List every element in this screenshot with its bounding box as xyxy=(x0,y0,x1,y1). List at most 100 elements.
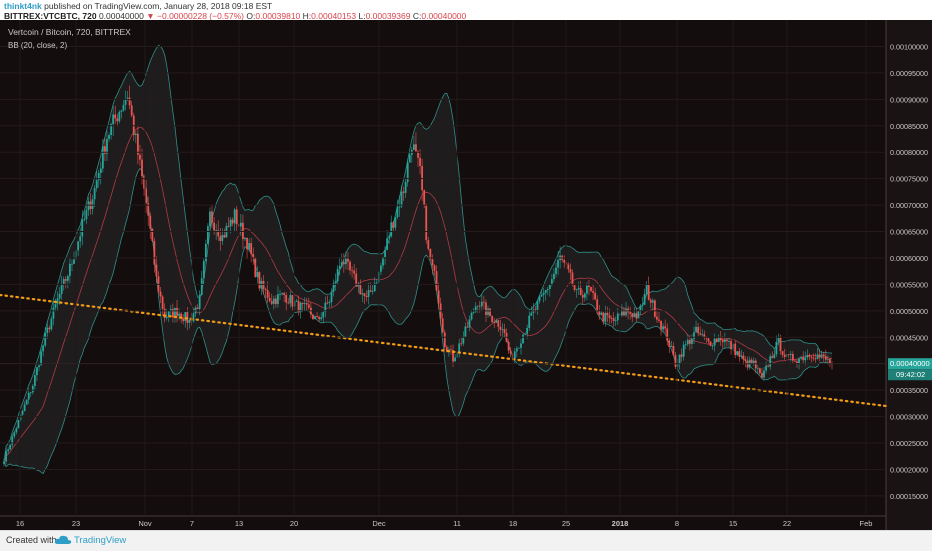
price-tick-label: 0.00100000 xyxy=(890,42,928,51)
candle-body xyxy=(200,278,203,296)
candle-body xyxy=(493,322,496,324)
candle-body xyxy=(167,310,170,317)
candle-body xyxy=(600,312,603,315)
candle-body xyxy=(262,280,265,289)
candle-body xyxy=(472,312,475,313)
candle-body xyxy=(676,363,679,367)
candle-body xyxy=(268,297,271,302)
candle-body xyxy=(480,301,483,307)
candle-body xyxy=(83,219,86,220)
candle-body xyxy=(711,345,714,347)
candle-body xyxy=(163,308,166,319)
candle-body xyxy=(645,284,648,294)
candle-body xyxy=(328,302,331,304)
tradingview-brand-link[interactable]: TradingView xyxy=(74,535,127,546)
candle-body xyxy=(363,293,366,297)
time-tick-label: Feb xyxy=(860,519,873,528)
candle-body xyxy=(759,368,761,373)
candle-body xyxy=(726,339,728,342)
candle-body xyxy=(666,328,669,341)
candle-body xyxy=(324,302,327,312)
candle-body xyxy=(756,368,759,370)
candle-body xyxy=(487,308,489,315)
candle-body xyxy=(688,339,691,344)
candle-body xyxy=(394,217,397,228)
candle-body xyxy=(614,320,617,322)
candle-body xyxy=(128,97,131,106)
open-label: O: xyxy=(246,11,256,21)
time-tick-label: 25 xyxy=(562,519,570,528)
candle-body xyxy=(499,326,502,330)
candle-body xyxy=(491,316,494,323)
candle-body xyxy=(390,222,393,237)
candle-body xyxy=(3,461,5,464)
candle-body xyxy=(806,355,809,358)
candle-body xyxy=(460,343,463,345)
candle-body xyxy=(684,344,687,346)
candle-body xyxy=(104,146,106,154)
candle-body xyxy=(497,320,500,327)
candle-body xyxy=(526,327,529,334)
candle-body xyxy=(633,313,636,318)
price-tick-label: 0.00095000 xyxy=(890,69,928,78)
candle-body xyxy=(717,337,720,342)
candle-body xyxy=(713,338,716,346)
candle-body xyxy=(207,226,209,244)
last-price: 0.00040000 xyxy=(98,11,144,21)
open-value: 0.00039810 xyxy=(255,11,301,21)
candle-body xyxy=(283,293,286,295)
price-chart[interactable]: 0.00100000 0.00095000 0.00090000 0.00085000… xyxy=(0,20,932,530)
candle-body xyxy=(215,230,218,231)
trendline[interactable] xyxy=(0,293,888,408)
candle-body xyxy=(515,348,518,352)
candle-body xyxy=(800,356,803,359)
candle-body xyxy=(231,219,234,224)
candle-body xyxy=(534,309,537,311)
candle-body xyxy=(256,271,259,277)
candle-body xyxy=(443,332,446,347)
candle-body xyxy=(458,343,461,353)
price-axis[interactable]: 0.00100000 0.00095000 0.00090000 0.00085000… xyxy=(0,42,928,501)
candle-body xyxy=(598,310,601,315)
candle-body xyxy=(808,355,811,357)
price-tick-label: 0.00025000 xyxy=(890,439,928,448)
candle-body xyxy=(386,238,389,250)
time-axis[interactable]: 16 23 Nov 7 13 20 Dec 11 18 25 2018 8 15 22 Feb xyxy=(16,20,873,528)
candle-body xyxy=(643,293,646,305)
quote-line: BITTREX:VTCBTC, 720 0.00040000 ▼ −0.0000… xyxy=(4,11,466,21)
candle-body xyxy=(239,222,242,227)
candle-body xyxy=(483,301,485,303)
candle-body xyxy=(738,351,741,357)
support-trendline[interactable] xyxy=(0,293,888,408)
candle-body xyxy=(120,110,123,112)
candle-body xyxy=(242,222,244,240)
candle-body xyxy=(71,263,73,265)
candlesticks xyxy=(3,85,833,467)
candle-body xyxy=(485,302,487,315)
time-tick-label: 23 xyxy=(72,519,80,528)
candle-body xyxy=(314,316,316,320)
price-badge-text: 0.00040000 xyxy=(890,359,930,368)
candle-body xyxy=(542,292,545,295)
candle-body xyxy=(791,353,794,361)
time-badge-text: 09:42:02 xyxy=(896,370,925,379)
author-link[interactable]: thinkt4nk xyxy=(4,1,42,11)
candle-body xyxy=(524,333,527,335)
candle-body xyxy=(691,339,693,344)
candle-body xyxy=(546,289,549,291)
candle-body xyxy=(285,294,288,303)
candle-body xyxy=(338,266,341,269)
candle-body xyxy=(769,356,772,367)
price-axis-background xyxy=(886,20,932,530)
candle-body xyxy=(365,296,368,297)
indicator-label[interactable]: BB (20, close, 2) xyxy=(8,41,67,50)
high-label: H: xyxy=(302,11,312,21)
candle-body xyxy=(573,285,576,290)
candle-body xyxy=(99,168,102,174)
candle-body xyxy=(108,135,110,139)
created-with-label: Created with xyxy=(6,535,57,545)
candle-body xyxy=(25,399,28,405)
candle-body xyxy=(29,392,32,394)
candle-body xyxy=(114,114,117,119)
candle-body xyxy=(810,356,813,358)
